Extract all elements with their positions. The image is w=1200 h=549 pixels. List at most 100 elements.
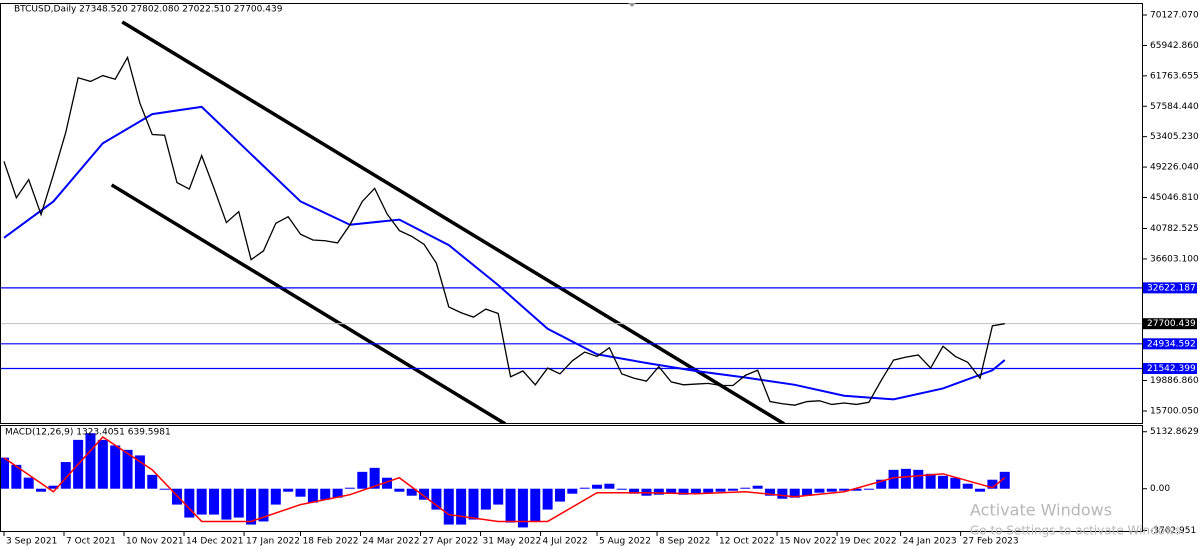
macd-bar: [221, 488, 232, 520]
macd-bar: [406, 488, 417, 496]
macd-bar: [530, 488, 541, 522]
macd-signal: [3, 436, 1006, 523]
x-tick-label: 12 Oct 2022: [719, 537, 775, 547]
macd-bar: [60, 462, 71, 489]
last-price-label: 27700.439: [1147, 319, 1196, 329]
x-tick-label: 19 Dec 2022: [839, 537, 897, 547]
moving-average: [3, 105, 1006, 401]
level-label-box: [1143, 338, 1197, 350]
y-tick-label: 57584.440: [1150, 102, 1199, 112]
trend-line: [121, 20, 786, 423]
macd-bar: [85, 433, 96, 489]
x-tick-label: 17 Jan 2022: [246, 537, 300, 547]
macd-bar: [752, 485, 763, 489]
price-line: [3, 55, 1005, 406]
macd-bar: [629, 488, 640, 494]
macd-bar: [554, 488, 565, 502]
macd-bar: [307, 488, 318, 503]
macd-bar: [888, 469, 899, 489]
macd-bar: [604, 483, 615, 489]
macd-bar: [110, 445, 121, 489]
macd-bar: [616, 488, 627, 490]
macd-bar: [777, 488, 788, 499]
level-label: 21542.399: [1147, 364, 1196, 374]
level-label-box: [1143, 282, 1197, 294]
macd-bar: [592, 484, 603, 489]
macd-bar: [344, 487, 355, 489]
last-price-box: [1143, 318, 1197, 330]
axes: 70127.070 65942.860 61763.655 57584.440 5340…: [3, 10, 1199, 547]
macd-bar: [962, 483, 973, 489]
x-tick-label: 15 Nov 2022: [779, 537, 837, 547]
macd-bar: [814, 488, 825, 493]
macd-bar: [493, 488, 504, 505]
macd-bar: [900, 468, 911, 489]
y-tick-label: 36603.100: [1150, 254, 1199, 264]
price-panel-frame: [0, 3, 1143, 424]
macd-bar: [443, 488, 454, 525]
macd-bar: [666, 488, 677, 494]
macd-bar: [320, 488, 331, 500]
y-tick-label: 53405.230: [1150, 132, 1199, 142]
macd-y-tick-label: 5132.8629: [1150, 427, 1199, 437]
macd-bar: [196, 488, 207, 515]
y-tick-label: 61763.655: [1150, 71, 1199, 81]
macd-bar: [394, 488, 405, 492]
macd-bar: [431, 488, 442, 510]
macd-y-tick-label: -3762.951: [1150, 526, 1196, 536]
macd-y-tick-label: 0.00: [1150, 484, 1170, 494]
level-label: 32622.187: [1147, 283, 1196, 293]
x-tick-label: 27 Feb 2023: [963, 537, 1019, 547]
x-tick-label: 24 Mar 2022: [363, 537, 420, 547]
macd-bar: [863, 488, 874, 490]
x-tick-label: 7 Oct 2021: [66, 537, 116, 547]
macd-bar: [715, 488, 726, 492]
macd-bar: [258, 488, 269, 522]
scroll-marker: [628, 3, 636, 7]
price-plot: [1, 20, 1142, 423]
macd-bar: [567, 488, 578, 494]
macd-bar: [975, 488, 986, 492]
y-tick-label: 19886.860: [1150, 376, 1199, 386]
y-tick-label: 45046.810: [1150, 193, 1199, 203]
macd-bar: [159, 488, 170, 490]
macd-bar: [937, 475, 948, 489]
macd-bar: [1, 457, 9, 489]
macd-bar: [703, 488, 714, 493]
macd-bar: [653, 488, 664, 495]
macd-bar: [419, 488, 430, 500]
macd-bar: [851, 488, 862, 491]
macd-bar: [97, 439, 108, 489]
y-tick-label: 15700.050: [1150, 406, 1199, 416]
macd-bar: [184, 488, 195, 518]
macd-bar: [468, 488, 479, 520]
x-tick-label: 24 Jan 2023: [903, 537, 957, 547]
x-tick-label: 10 Nov 2021: [126, 537, 184, 547]
y-tick-label: 49226.040: [1150, 163, 1199, 173]
level-label: 24934.592: [1147, 339, 1196, 349]
macd-bar: [246, 488, 257, 525]
macd-bar: [283, 488, 294, 492]
macd-bar: [48, 485, 59, 489]
chart-title: BTCUSD,Daily 27348.520 27802.080 27022.5…: [14, 5, 283, 15]
macd-panel-frame: [0, 425, 1143, 532]
macd-bar: [789, 488, 800, 498]
x-tick-label: 8 Sep 2022: [659, 537, 710, 547]
x-tick-label: 14 Dec 2021: [186, 537, 244, 547]
macd-bar: [270, 488, 281, 505]
macd-bar: [925, 473, 936, 489]
macd-bar: [678, 488, 689, 495]
x-tick-label: 4 Jul 2022: [543, 537, 588, 547]
macd-bar: [505, 488, 516, 523]
macd-title: MACD(12,26,9) 1323.4051 639.5981: [5, 428, 171, 438]
x-tick-label: 18 Feb 2022: [303, 537, 359, 547]
macd-bar: [209, 488, 220, 515]
macd-bar: [382, 477, 393, 489]
macd-bar: [950, 477, 961, 489]
macd-bar: [913, 469, 924, 489]
macd-bar: [826, 488, 837, 492]
macd-bar: [456, 488, 467, 525]
macd-bar: [727, 488, 738, 491]
